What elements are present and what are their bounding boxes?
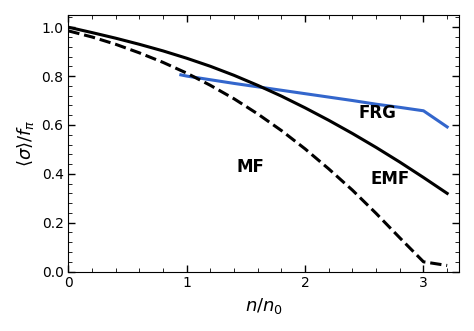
X-axis label: $n/n_0$: $n/n_0$: [245, 296, 283, 316]
Y-axis label: $\langle\sigma\rangle/f_\pi$: $\langle\sigma\rangle/f_\pi$: [15, 119, 36, 167]
Text: MF: MF: [237, 158, 264, 175]
Text: FRG: FRG: [358, 104, 396, 122]
Text: EMF: EMF: [370, 170, 410, 188]
